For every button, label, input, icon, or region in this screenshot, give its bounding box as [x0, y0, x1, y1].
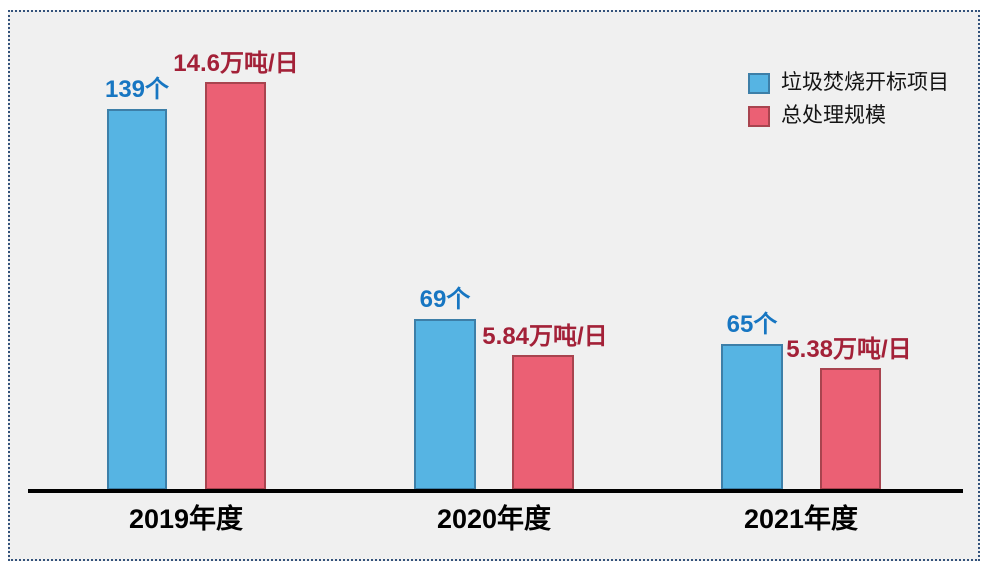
bar-2019-projects: [107, 109, 167, 490]
value-label-2019-capacity: 14.6万吨/日: [173, 50, 299, 77]
legend-item-capacity: 总处理规模: [748, 105, 949, 127]
value-label-2021-capacity: 5.38万吨/日: [786, 336, 912, 363]
legend: 垃圾焚烧开标项目 总处理规模: [748, 72, 949, 127]
value-label-2020-projects: 69个: [419, 286, 471, 313]
value-label-2021-projects: 65个: [726, 311, 778, 338]
bar-2020-projects: [414, 319, 476, 490]
legend-label-projects: 垃圾焚烧开标项目: [781, 71, 949, 94]
axis-label-2021: 2021年度: [743, 504, 859, 534]
value-label-2019-projects: 139个: [104, 76, 170, 103]
axis-label-2019: 2019年度: [128, 504, 244, 534]
legend-swatch-red-icon: [748, 105, 770, 127]
x-axis-line: [28, 489, 963, 493]
chart-frame: [8, 10, 980, 561]
legend-swatch-blue-icon: [748, 72, 770, 94]
axis-label-2020: 2020年度: [436, 504, 552, 534]
bar-2020-capacity: [512, 355, 574, 490]
bar-2021-projects: [721, 344, 783, 490]
value-label-2020-capacity: 5.84万吨/日: [482, 323, 608, 350]
bar-2019-capacity: [205, 82, 266, 490]
bar-2021-capacity: [820, 368, 881, 490]
legend-item-projects: 垃圾焚烧开标项目: [748, 72, 949, 94]
legend-label-capacity: 总处理规模: [781, 104, 886, 127]
